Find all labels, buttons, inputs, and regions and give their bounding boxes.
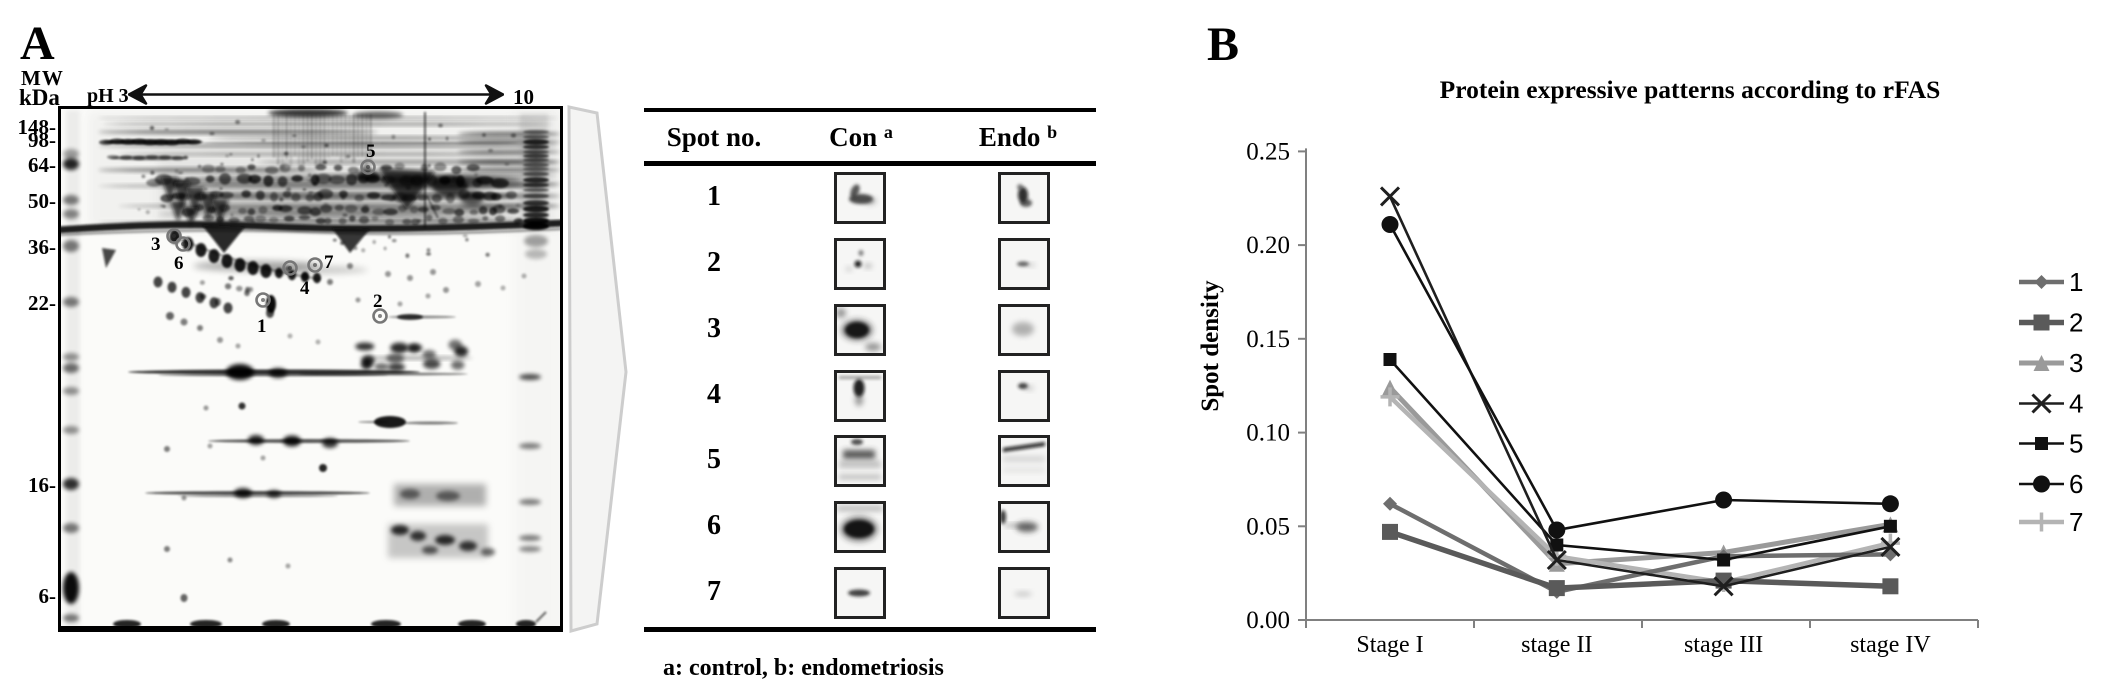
svg-text:Protein expressive patterns ac: Protein expressive patterns according to… (1440, 75, 1941, 104)
svg-text:3: 3 (2069, 348, 2083, 378)
svg-text:0.00: 0.00 (1246, 607, 1290, 634)
svg-text:Stage I: Stage I (1356, 632, 1423, 658)
svg-text:0.20: 0.20 (1246, 232, 1290, 259)
svg-text:1: 1 (257, 316, 267, 337)
svg-text:stage II: stage II (1521, 632, 1592, 658)
svg-text:7: 7 (2069, 507, 2083, 537)
svg-text:stage IV: stage IV (1850, 632, 1931, 658)
svg-text:1: 1 (2069, 267, 2083, 297)
svg-text:4: 4 (2069, 389, 2083, 419)
svg-text:2: 2 (2069, 308, 2083, 338)
svg-text:0.25: 0.25 (1246, 138, 1290, 165)
svg-text:6: 6 (174, 253, 184, 274)
svg-text:0.10: 0.10 (1246, 420, 1290, 447)
svg-text:0.15: 0.15 (1246, 326, 1290, 353)
svg-text:Spot density: Spot density (1197, 280, 1224, 412)
svg-text:3: 3 (151, 234, 161, 255)
svg-text:5: 5 (2069, 429, 2083, 459)
svg-text:stage III: stage III (1684, 632, 1763, 658)
svg-text:5: 5 (366, 141, 376, 162)
svg-text:2: 2 (373, 291, 383, 312)
svg-text:0.05: 0.05 (1246, 513, 1290, 540)
svg-text:B: B (1207, 18, 1239, 71)
svg-text:6: 6 (2069, 469, 2083, 499)
svg-text:4: 4 (300, 278, 310, 299)
svg-text:7: 7 (324, 252, 334, 273)
